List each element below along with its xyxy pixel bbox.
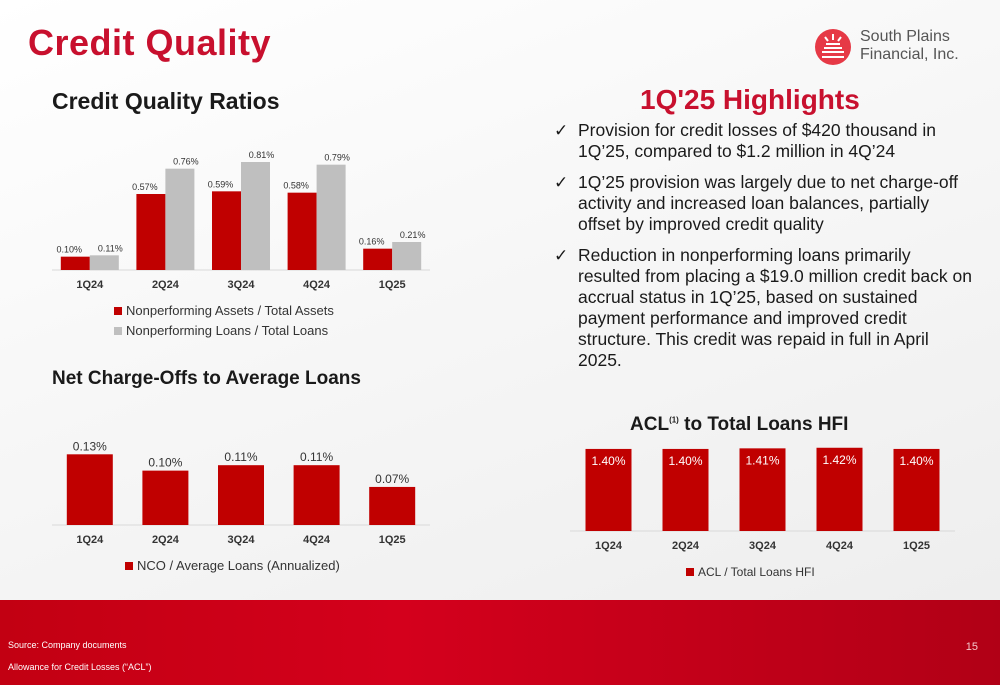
- page-number: 15: [965, 641, 978, 653]
- bar: [142, 470, 189, 525]
- bar: [287, 192, 317, 270]
- highlight-text: Reduction in nonperforming loans primari…: [578, 245, 972, 370]
- data-label: 0.11%: [224, 450, 257, 464]
- bar: [662, 448, 709, 531]
- acl-chart-title: ACL(1) to Total Loans HFI: [630, 414, 848, 436]
- highlight-bullet: ✓ Reduction in nonperforming loans prima…: [554, 245, 974, 371]
- company-logo: South Plains Financial, Inc.: [814, 26, 974, 66]
- credit-quality-ratios-chart: 0.10% 0.11% 1Q24 0.57% 0.76% 2Q24 0.59% 0.81% 3Q…: [52, 150, 430, 338]
- x-tick-label: 1Q24: [595, 540, 623, 552]
- data-label: 1.40%: [899, 454, 933, 468]
- x-tick-label: 2Q24: [152, 534, 180, 546]
- highlight-text: Provision for credit losses of $420 thou…: [578, 120, 936, 161]
- data-label: 0.13%: [73, 439, 107, 453]
- acl-footnote: Allowance for Credit Losses (“ACL”): [8, 662, 152, 672]
- footer-band: [0, 600, 1000, 685]
- data-label: 0.16%: [359, 237, 385, 247]
- bar: [218, 465, 264, 525]
- bar: [585, 448, 632, 531]
- legend-label: ACL / Total Loans HFI: [698, 565, 815, 579]
- x-tick-label: 1Q25: [379, 279, 406, 291]
- checkmark-icon: ✓: [554, 173, 569, 192]
- acl-chart: 1.40% 1Q24 1.40% 2Q24 1.41% 3Q24 1.42% 4Q24 1.40…: [570, 447, 955, 579]
- logo-text-line2: Financial, Inc.: [860, 46, 959, 63]
- x-tick-label: 1Q24: [76, 534, 104, 546]
- bar: [241, 162, 270, 270]
- bar: [293, 465, 340, 525]
- data-label: 0.07%: [375, 472, 409, 486]
- acl-title-suffix: to Total Loans HFI: [684, 414, 849, 435]
- highlights-list: ✓ Provision for credit losses of $420 th…: [554, 120, 974, 381]
- x-tick-label: 2Q24: [672, 540, 700, 552]
- logo-text: South Plains Financial, Inc.: [860, 28, 959, 64]
- checkmark-icon: ✓: [554, 121, 569, 140]
- data-label: 0.21%: [400, 230, 426, 240]
- data-label: 0.76%: [173, 157, 199, 167]
- legend-label: Nonperforming Assets / Total Assets: [126, 303, 334, 318]
- legend-swatch: [125, 562, 133, 570]
- bar: [363, 248, 393, 270]
- x-tick-label: 3Q24: [228, 534, 256, 546]
- bar: [165, 168, 195, 270]
- data-label: 0.10%: [57, 245, 83, 255]
- bar: [89, 255, 119, 270]
- nco-chart-title: Net Charge-Offs to Average Loans: [52, 368, 361, 389]
- x-tick-label: 4Q24: [303, 279, 331, 291]
- x-tick-label: 4Q24: [826, 540, 854, 552]
- highlight-bullet: ✓ 1Q’25 provision was largely due to net…: [554, 172, 974, 235]
- data-label: 1.40%: [668, 454, 702, 468]
- bar: [66, 454, 113, 525]
- bar: [316, 164, 346, 270]
- x-tick-label: 4Q24: [303, 534, 331, 546]
- x-tick-label: 1Q25: [903, 540, 930, 552]
- bar: [893, 448, 940, 531]
- bar: [739, 448, 786, 531]
- bar: [60, 256, 90, 270]
- data-label: 0.11%: [300, 450, 333, 464]
- x-tick-label: 1Q25: [379, 534, 406, 546]
- bar: [392, 242, 422, 270]
- nco-chart: 0.13% 1Q24 0.10% 2Q24 0.11% 3Q24 0.11% 4Q24 0.07…: [52, 439, 430, 573]
- page-title: Credit Quality: [28, 22, 272, 63]
- bar: [816, 447, 863, 531]
- x-tick-label: 1Q24: [76, 279, 104, 291]
- data-label: 0.10%: [148, 456, 182, 470]
- highlight-text: 1Q’25 provision was largely due to net c…: [578, 172, 959, 234]
- highlights-title: 1Q'25 Highlights: [640, 84, 860, 115]
- data-label: 1.40%: [591, 454, 625, 468]
- legend-swatch: [686, 568, 694, 576]
- bar: [369, 486, 416, 525]
- sun-logo-icon: [815, 29, 851, 65]
- credit-quality-ratios-title: Credit Quality Ratios: [52, 88, 280, 114]
- source-note: Source: Company documents: [8, 640, 127, 650]
- acl-title-superscript: (1): [669, 415, 679, 425]
- data-label: 1.42%: [822, 453, 856, 467]
- bar: [136, 194, 166, 270]
- data-label: 1.41%: [745, 453, 779, 467]
- bar: [212, 191, 241, 270]
- highlight-bullet: ✓ Provision for credit losses of $420 th…: [554, 120, 974, 162]
- logo-text-line1: South Plains: [860, 28, 950, 45]
- data-label: 0.59%: [208, 179, 234, 189]
- x-tick-label: 3Q24: [228, 279, 256, 291]
- legend-swatch: [114, 307, 122, 315]
- data-label: 0.57%: [132, 182, 158, 192]
- checkmark-icon: ✓: [554, 246, 569, 265]
- legend-swatch: [114, 327, 122, 335]
- x-tick-label: 2Q24: [152, 279, 180, 291]
- legend-label: Nonperforming Loans / Total Loans: [126, 323, 329, 338]
- acl-title-main: ACL: [630, 414, 670, 435]
- x-tick-label: 3Q24: [749, 540, 777, 552]
- data-label: 0.58%: [283, 181, 309, 191]
- legend-label: NCO / Average Loans (Annualized): [137, 558, 340, 573]
- data-label: 0.79%: [324, 153, 350, 163]
- data-label: 0.11%: [98, 243, 123, 253]
- data-label: 0.81%: [249, 150, 275, 160]
